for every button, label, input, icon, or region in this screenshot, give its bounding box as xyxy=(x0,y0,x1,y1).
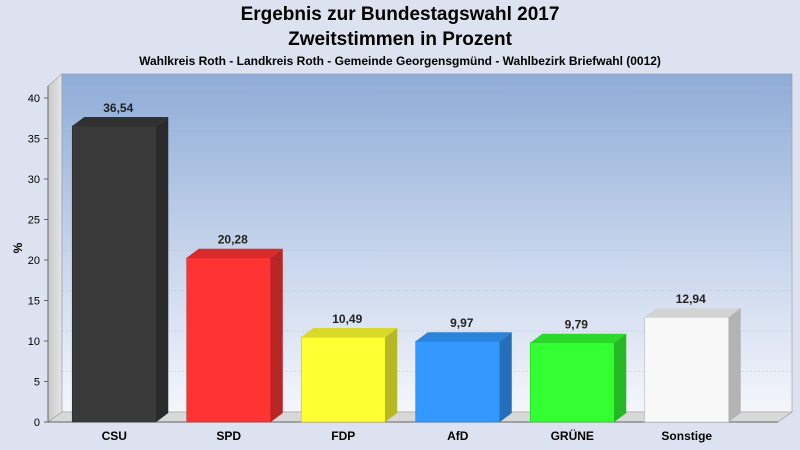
plot-side-wall xyxy=(47,73,63,423)
bar-top xyxy=(530,333,627,343)
value-label: 9,97 xyxy=(450,316,474,330)
chart-title: Ergebnis zur Bundestagswahl 2017 xyxy=(240,4,560,25)
bar-front xyxy=(644,316,730,423)
y-tick-label: 40 xyxy=(28,93,40,105)
y-tick-label: 5 xyxy=(34,377,40,389)
bar-sonstige xyxy=(644,308,741,423)
bar-spd xyxy=(186,248,283,423)
y-tick-label: 35 xyxy=(28,134,40,146)
bar-top xyxy=(644,308,741,318)
y-tick-label: 10 xyxy=(28,336,40,348)
category-label: CSU xyxy=(102,429,127,443)
category-label: Sonstige xyxy=(661,429,712,443)
bar-grüne xyxy=(529,333,627,423)
bar-side xyxy=(614,333,627,422)
bar-front xyxy=(186,257,272,423)
bar-front xyxy=(71,125,157,423)
value-label: 20,28 xyxy=(218,233,248,247)
y-axis-label: % xyxy=(11,242,25,253)
bar-csu xyxy=(71,117,169,423)
bar-top xyxy=(415,332,512,342)
y-tick-label: 0 xyxy=(34,417,40,429)
y-tick-label: 20 xyxy=(28,255,40,267)
bar-top xyxy=(186,248,283,258)
bar-front xyxy=(529,342,615,423)
value-label: 10,49 xyxy=(332,312,362,326)
bar-afd xyxy=(415,332,512,423)
bar-side xyxy=(270,248,283,422)
bar-top xyxy=(301,328,398,338)
y-tick-label: 25 xyxy=(28,215,40,227)
bar-front xyxy=(415,340,501,423)
bar-top xyxy=(72,117,169,127)
bar-fdp xyxy=(300,328,398,423)
category-label: AfD xyxy=(447,429,469,443)
bar-side xyxy=(156,117,169,422)
value-label: 36,54 xyxy=(103,101,133,115)
y-tick-label: 15 xyxy=(28,296,40,308)
category-label: FDP xyxy=(331,429,355,443)
bar-side xyxy=(499,332,512,422)
value-label: 12,94 xyxy=(676,292,706,306)
bar-side xyxy=(385,328,398,422)
value-label: 9,79 xyxy=(565,318,589,332)
chart-caption: Wahlkreis Roth - Landkreis Roth - Gemein… xyxy=(139,54,661,68)
bar-front xyxy=(300,336,386,423)
y-tick-label: 30 xyxy=(28,174,40,186)
category-label: GRÜNE xyxy=(551,428,594,443)
category-label: SPD xyxy=(216,429,241,443)
bar-side xyxy=(728,308,741,422)
chart-subtitle: Zweitstimmen in Prozent xyxy=(288,29,512,50)
